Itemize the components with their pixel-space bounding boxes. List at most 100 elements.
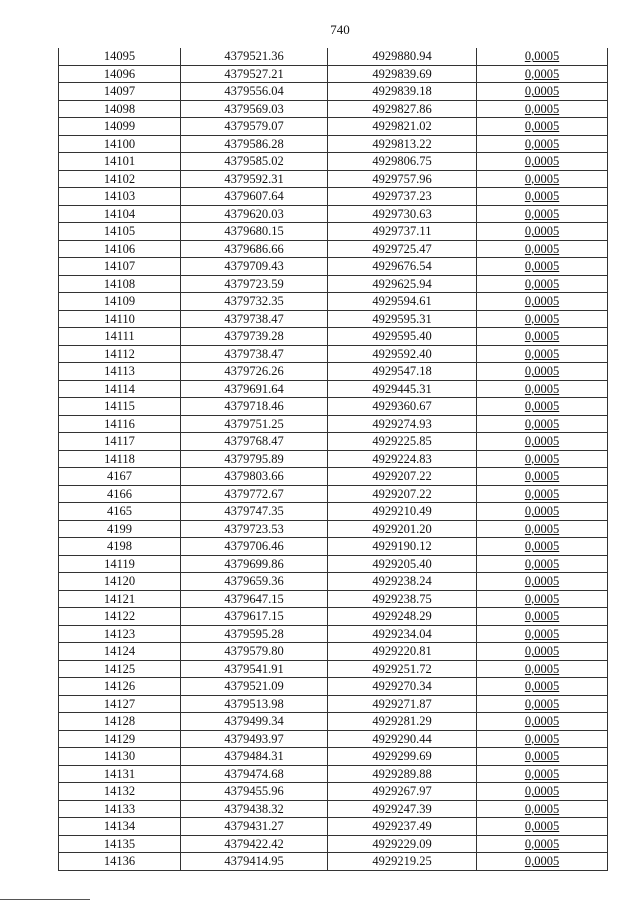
value-text: 0,0005	[524, 539, 560, 554]
value-text: 0,0005	[524, 346, 560, 361]
x-coordinate-cell: 4379513.98	[180, 695, 328, 713]
value-cell: 0,0005	[476, 432, 608, 451]
x-coordinate-cell: 4379595.28	[180, 625, 328, 643]
table-row: 14122 4379617.15 4929248.29 0,0005	[58, 607, 608, 626]
y-coordinate-cell: 4929839.18	[327, 82, 477, 101]
value-cell: 0,0005	[476, 170, 608, 188]
x-coordinate-cell: 4379699.86	[180, 555, 328, 573]
value-cell: 0,0005	[476, 100, 608, 118]
point-number-cell: 4198	[58, 537, 181, 556]
point-number-cell: 4165	[58, 502, 181, 521]
point-number-cell: 14122	[58, 607, 181, 626]
point-number-cell: 14115	[58, 397, 181, 416]
point-number-cell: 14101	[58, 152, 181, 171]
x-coordinate-cell: 4379732.35	[180, 292, 328, 311]
table-row: 14120 4379659.36 4929238.24 0,0005	[58, 572, 608, 591]
point-number-cell: 14096	[58, 65, 181, 83]
point-number-cell: 14116	[58, 415, 181, 433]
point-number-cell: 14118	[58, 450, 181, 468]
point-number-cell: 14133	[58, 800, 181, 818]
value-text: 0,0005	[524, 556, 560, 571]
point-number-cell: 14129	[58, 730, 181, 748]
x-coordinate-cell: 4379431.27	[180, 817, 328, 836]
x-coordinate-cell: 4379709.43	[180, 257, 328, 276]
value-cell: 0,0005	[476, 152, 608, 171]
value-text: 0,0005	[524, 486, 560, 501]
point-number-cell: 14100	[58, 135, 181, 153]
y-coordinate-cell: 4929595.31	[327, 310, 477, 328]
y-coordinate-cell: 4929247.39	[327, 800, 477, 818]
value-cell: 0,0005	[476, 800, 608, 818]
x-coordinate-cell: 4379706.46	[180, 537, 328, 556]
point-number-cell: 14105	[58, 222, 181, 241]
value-text: 0,0005	[524, 189, 560, 204]
value-text: 0,0005	[524, 136, 560, 151]
value-cell: 0,0005	[476, 660, 608, 678]
x-coordinate-cell: 4379556.04	[180, 82, 328, 101]
y-coordinate-cell: 4929360.67	[327, 397, 477, 416]
value-cell: 0,0005	[476, 82, 608, 101]
value-text: 0,0005	[524, 206, 560, 221]
x-coordinate-cell: 4379647.15	[180, 590, 328, 608]
point-number-cell: 14102	[58, 170, 181, 188]
y-coordinate-cell: 4929827.86	[327, 100, 477, 118]
x-coordinate-cell: 4379620.03	[180, 205, 328, 223]
point-number-cell: 14097	[58, 82, 181, 101]
y-coordinate-cell: 4929737.23	[327, 187, 477, 206]
y-coordinate-cell: 4929730.63	[327, 205, 477, 223]
value-cell: 0,0005	[476, 345, 608, 363]
value-cell: 0,0005	[476, 817, 608, 836]
y-coordinate-cell: 4929806.75	[327, 152, 477, 171]
value-cell: 0,0005	[476, 240, 608, 258]
value-text: 0,0005	[524, 434, 560, 449]
x-coordinate-cell: 4379499.34	[180, 712, 328, 731]
x-coordinate-cell: 4379718.46	[180, 397, 328, 416]
value-text: 0,0005	[524, 766, 560, 781]
value-text: 0,0005	[524, 451, 560, 466]
y-coordinate-cell: 4929270.34	[327, 677, 477, 696]
y-coordinate-cell: 4929220.81	[327, 642, 477, 661]
point-number-cell: 14104	[58, 205, 181, 223]
point-number-cell: 14128	[58, 712, 181, 731]
x-coordinate-cell: 4379493.97	[180, 730, 328, 748]
y-coordinate-cell: 4929219.25	[327, 852, 477, 871]
x-coordinate-cell: 4379738.47	[180, 345, 328, 363]
x-coordinate-cell: 4379521.09	[180, 677, 328, 696]
point-number-cell: 14131	[58, 765, 181, 783]
page-number: 740	[330, 22, 350, 37]
value-cell: 0,0005	[476, 537, 608, 556]
table-row: 14129 4379493.97 4929290.44 0,0005	[58, 730, 608, 748]
value-cell: 0,0005	[476, 677, 608, 696]
x-coordinate-cell: 4379680.15	[180, 222, 328, 241]
value-text: 0,0005	[524, 661, 560, 676]
point-number-cell: 14106	[58, 240, 181, 258]
table-row: 14107 4379709.43 4929676.54 0,0005	[58, 257, 608, 276]
table-row: 4166 4379772.67 4929207.22 0,0005	[58, 485, 608, 503]
point-number-cell: 14108	[58, 275, 181, 293]
value-text: 0,0005	[524, 241, 560, 256]
table-row: 14131 4379474.68 4929289.88 0,0005	[58, 765, 608, 783]
point-number-cell: 14114	[58, 380, 181, 398]
table-row: 14114 4379691.64 4929445.31 0,0005	[58, 380, 608, 398]
value-text: 0,0005	[524, 154, 560, 169]
table-row: 4199 4379723.53 4929201.20 0,0005	[58, 520, 608, 538]
y-coordinate-cell: 4929271.87	[327, 695, 477, 713]
table-row: 14099 4379579.07 4929821.02 0,0005	[58, 117, 608, 136]
value-text: 0,0005	[524, 644, 560, 659]
value-text: 0,0005	[524, 731, 560, 746]
table-row: 14118 4379795.89 4929224.83 0,0005	[58, 450, 608, 468]
y-coordinate-cell: 4929676.54	[327, 257, 477, 276]
table-row: 14113 4379726.26 4929547.18 0,0005	[58, 362, 608, 381]
y-coordinate-cell: 4929299.69	[327, 747, 477, 766]
y-coordinate-cell: 4929274.93	[327, 415, 477, 433]
y-coordinate-cell: 4929201.20	[327, 520, 477, 538]
value-cell: 0,0005	[476, 257, 608, 276]
value-text: 0,0005	[524, 259, 560, 274]
table-row: 14100 4379586.28 4929813.22 0,0005	[58, 135, 608, 153]
value-cell: 0,0005	[476, 782, 608, 801]
y-coordinate-cell: 4929205.40	[327, 555, 477, 573]
y-coordinate-cell: 4929594.61	[327, 292, 477, 311]
x-coordinate-cell: 4379474.68	[180, 765, 328, 783]
value-cell: 0,0005	[476, 520, 608, 538]
y-coordinate-cell: 4929592.40	[327, 345, 477, 363]
